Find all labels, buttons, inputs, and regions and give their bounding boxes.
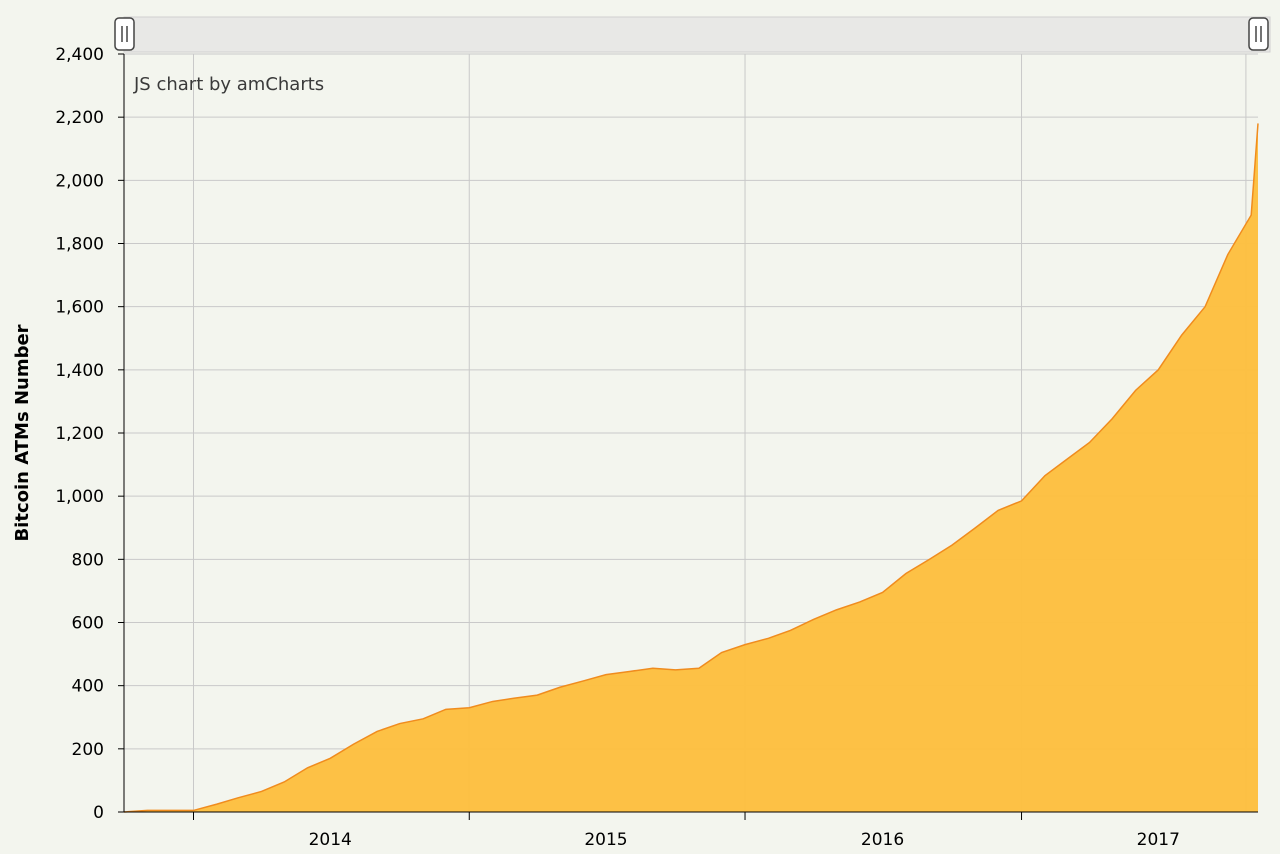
y-tick-label: 1,600 [55,298,104,318]
y-tick-label: 800 [72,550,104,570]
scrollbar-right-handle[interactable] [1248,17,1269,51]
y-tick-label: 2,200 [55,108,104,128]
chart-scrollbar[interactable] [114,16,1271,53]
series-area [123,123,1259,813]
y-tick-label: 0 [93,803,104,823]
series-line [123,123,1259,813]
y-tick-label: 200 [72,740,104,760]
y-tick-label: 1,000 [55,487,104,507]
y-axis-title: Bitcoin ATMs Number [12,324,33,541]
grip-handle-icon[interactable] [1248,17,1269,51]
grip-handle-icon[interactable] [114,17,135,51]
x-tick-label: 2017 [1137,830,1180,850]
y-tick-label: 600 [72,614,104,634]
y-axis-ticks: 0 200 400 600 800 1,000 1,200 1,400 1,600 1,800 2,… [55,45,124,823]
x-axis-ticks: 2014 2015 2016 2017 [193,812,1180,850]
area-fill [124,123,1258,812]
y-tick-label: 2,000 [55,171,104,191]
x-tick-label: 2015 [584,830,627,850]
x-tick-label: 2016 [861,830,904,850]
chart-credit[interactable]: JS chart by amCharts [133,74,324,95]
y-tick-label: 1,200 [55,424,104,444]
y-tick-label: 1,800 [55,235,104,255]
scrollbar-left-handle[interactable] [114,17,135,51]
y-tick-label: 400 [72,677,104,697]
scrollbar-track[interactable] [123,16,1271,53]
y-tick-label: 1,400 [55,361,104,381]
x-tick-label: 2014 [309,830,352,850]
y-tick-label: 2,400 [55,45,104,65]
